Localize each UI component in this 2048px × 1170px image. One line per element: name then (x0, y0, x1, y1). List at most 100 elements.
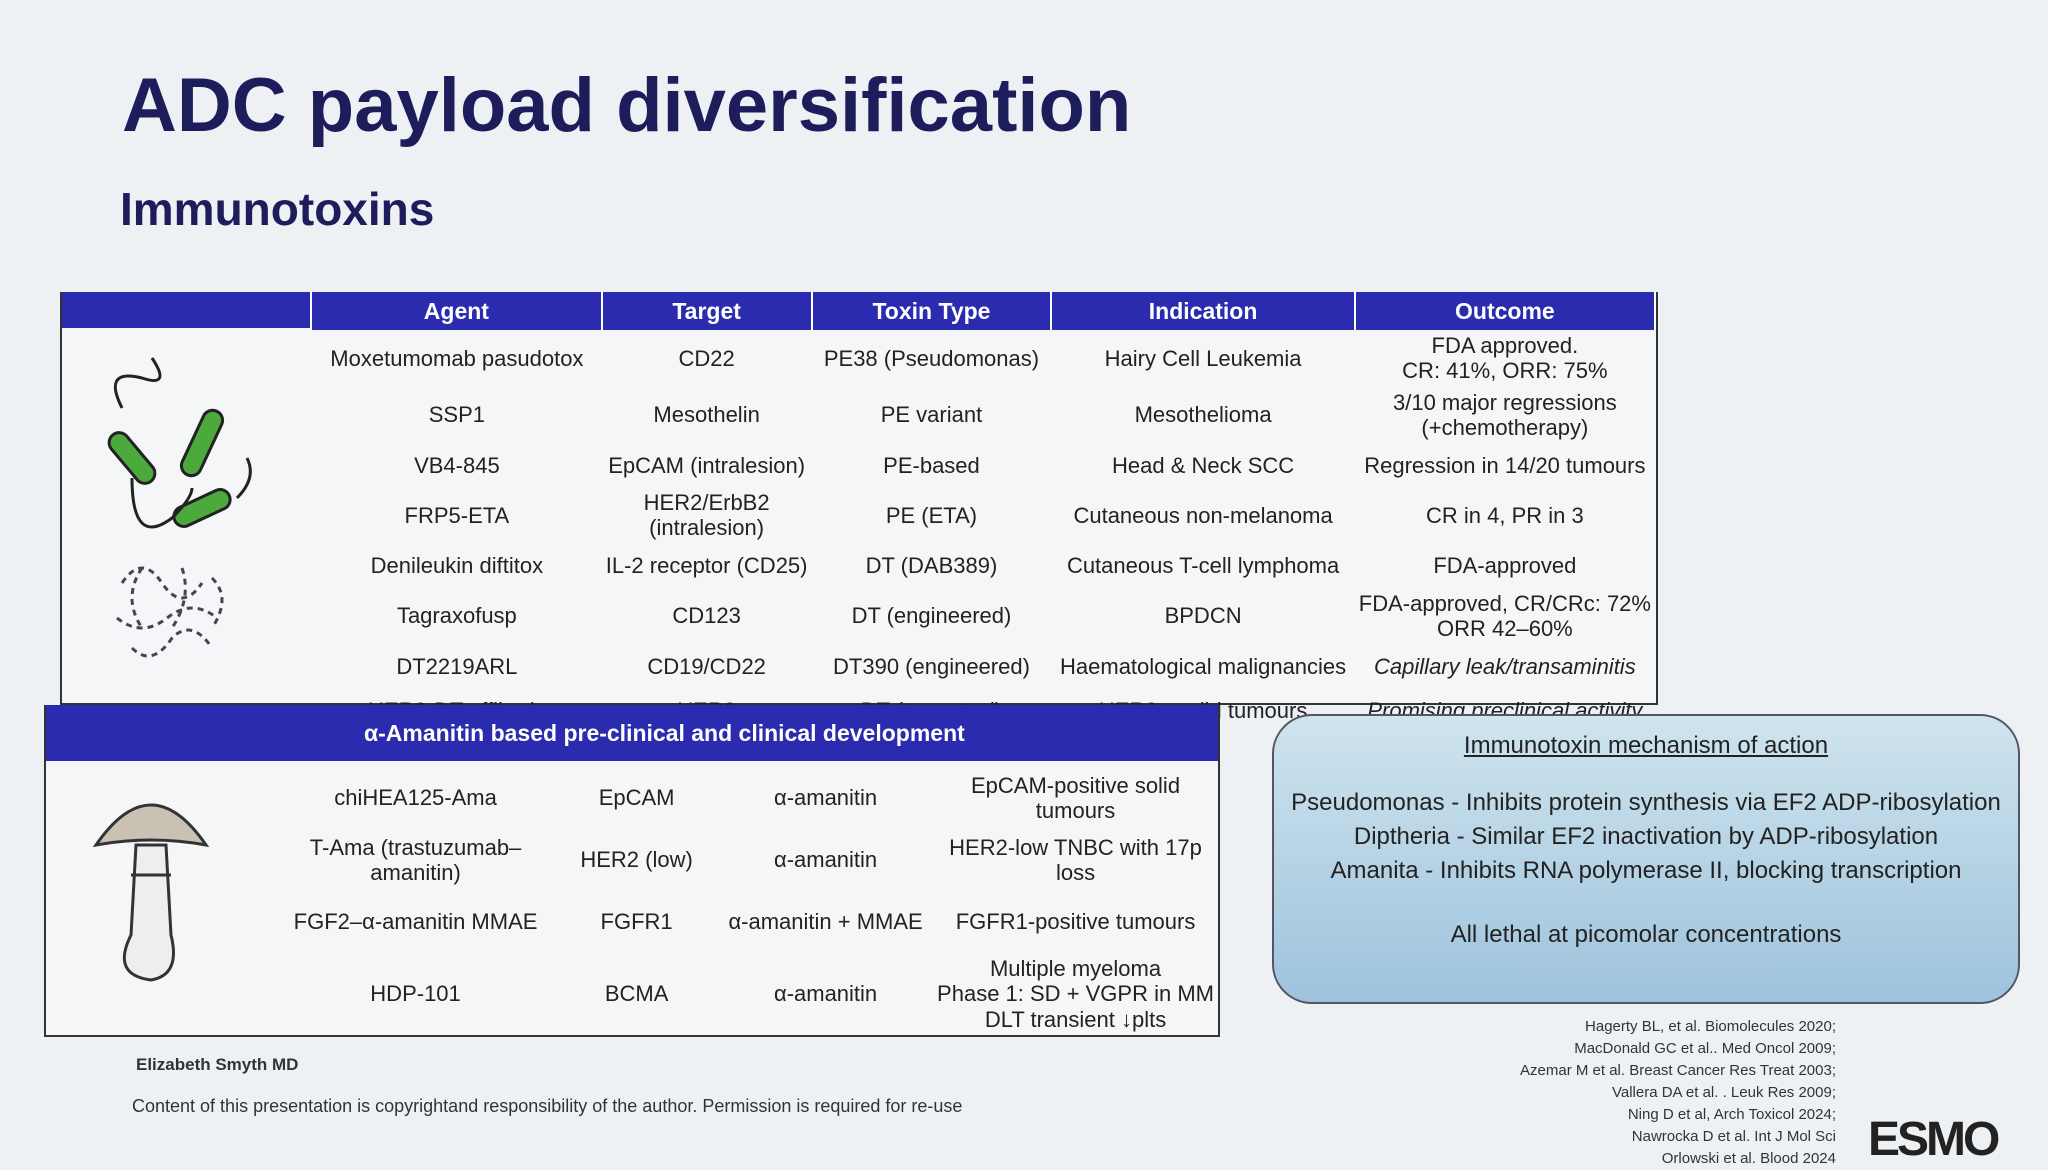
cell-text: Head & Neck SCC (1112, 452, 1295, 478)
row: Denileukin diftitox IL-2 receptor (CD25) D… (312, 544, 1655, 588)
cell: Multiple myeloma Phase 1: SD + VGPR in MM… (933, 953, 1218, 1035)
cell-text: FGFR1 (600, 909, 673, 935)
cell-line: EpCAM-positive solid (970, 772, 1181, 798)
cell-text: FGFR1-positive tumours (955, 909, 1196, 935)
cell-text: PE38 (Pseudomonas) (823, 345, 1040, 371)
cell: Cutaneous non-melanoma (1051, 487, 1354, 544)
cell: VB4-845 (312, 443, 602, 487)
row: FGF2–α-amanitin MMAE FGFR1 α-amanitin + MM… (276, 891, 1218, 953)
cell-text: FDA-approved (1433, 553, 1577, 579)
cell-text: VB4-845 (414, 452, 500, 478)
cell: Cutaneous T-cell lymphoma (1051, 544, 1354, 588)
cell: Head & Neck SCC (1051, 443, 1354, 487)
cell: IL-2 receptor (CD25) (602, 544, 812, 588)
cell: Hairy Cell Leukemia (1051, 330, 1354, 387)
reference: MacDonald GC et al.. Med Oncol 2009; (1574, 1040, 1836, 1057)
row: FRP5-ETA HER2/ErbB2 (intralesion) PE (ETA) C… (312, 487, 1655, 544)
cell: T-Ama (trastuzumab– amanitin) (276, 829, 555, 891)
cell: PE variant (812, 387, 1052, 444)
cell: CD22 (602, 330, 812, 387)
cell-line: 3/10 major regressions (1392, 389, 1617, 415)
cell: FDA-approved (1355, 544, 1655, 588)
cell-text: CD22 (678, 345, 735, 371)
cell: PE38 (Pseudomonas) (812, 330, 1052, 387)
cell: DT (engineered) (812, 588, 1052, 645)
cell-text: α-amanitin + MMAE (728, 909, 923, 935)
cell-text: Mesothelin (653, 402, 760, 428)
author: Elizabeth Smyth MD (136, 1055, 299, 1074)
cell-text: Regression in 14/20 tumours (1364, 452, 1646, 478)
cell: chiHEA125-Ama (276, 767, 555, 829)
column-header: Outcome (1354, 292, 1657, 330)
logo: ESMO (1868, 1113, 2000, 1166)
cell: FDA approved. CR: 41%, ORR: 75% (1355, 330, 1655, 387)
cell: PE (ETA) (812, 487, 1052, 544)
cell-text: CD19/CD22 (647, 653, 766, 679)
table: Agent Target Toxin Type Indication Outcome Mo… (312, 292, 1657, 732)
icon-column (62, 292, 312, 703)
cell-line: loss (1055, 860, 1096, 885)
cell: CR in 4, PR in 3 (1355, 487, 1655, 544)
note: All lethal at picomolar concentrations (1450, 921, 1842, 948)
cell: Tagraxofusp (312, 588, 602, 645)
row: HDP-101 BCMA α-amanitin Multiple myeloma Pha… (276, 953, 1218, 1035)
subtitle: Immunotoxins (120, 183, 435, 235)
cell: SSP1 (312, 387, 602, 444)
cell-text: chiHEA125-Ama (334, 785, 497, 811)
cell-text: Tagraxofusp (396, 603, 517, 629)
cell-line: FDA-approved, CR/CRc: 72% (1358, 590, 1651, 616)
row: chiHEA125-Ama EpCAM α-amanitin EpCAM-positi… (276, 767, 1218, 829)
cell-text: DT2219ARL (396, 653, 518, 679)
cell: EpCAM (intralesion) (602, 443, 812, 487)
title: ADC payload diversification (122, 63, 1132, 148)
cell: Moxetumomab pasudotox (312, 330, 602, 387)
cell-text: DT (engineered) (851, 603, 1012, 629)
cell-text: SSP1 (428, 402, 485, 428)
cell: HER2 (low) (555, 829, 718, 891)
column-header: Agent (312, 292, 603, 330)
cell-line: DLT transient ↓plts (984, 1006, 1167, 1032)
cell-line: (intralesion) (649, 515, 765, 541)
cell-text: Capillary leak/transaminitis (1374, 653, 1636, 679)
cell-line: CR: 41%, ORR: 75% (1402, 358, 1608, 384)
box-title: Immunotoxin mechanism of action (1463, 732, 1829, 759)
row: DT2219ARL CD19/CD22 DT390 (engineered) Haem… (312, 644, 1655, 688)
copyright: Content of this presentation is copyrigh… (132, 1096, 963, 1116)
bacteria-icons (107, 357, 252, 658)
reference: Vallera DA et al. . Leuk Res 2009; (1611, 1084, 1836, 1101)
cell: BCMA (555, 953, 718, 1035)
cell-text: PE-based (883, 452, 980, 478)
table-header: α-Amanitin based pre-clinical and clinic… (46, 705, 1218, 761)
row: SSP1 Mesothelin PE variant Mesothelioma 3/10… (312, 387, 1655, 444)
cell: DT2219ARL (312, 644, 602, 688)
immunotoxin-table: Agent Target Toxin Type Indication Outcome Mo… (60, 292, 1658, 723)
cell-text: DT390 (engineered) (833, 653, 1030, 679)
cell-text: α-amanitin (773, 785, 878, 811)
cell-text: α-amanitin (773, 981, 878, 1007)
cell-line: ORR 42–60% (1437, 616, 1573, 642)
cell-text: FGF2–α-amanitin MMAE (293, 909, 538, 935)
cell-text: IL-2 receptor (CD25) (605, 553, 808, 579)
cell: HDP-101 (276, 953, 555, 1035)
cell-text: BPDCN (1164, 603, 1242, 629)
reference: Ning D et al, Arch Toxicol 2024; (1627, 1106, 1836, 1123)
cell: FDA-approved, CR/CRc: 72% ORR 42–60% (1355, 588, 1655, 645)
column-header: Indication (1051, 292, 1356, 330)
column-header: Toxin Type (811, 292, 1053, 330)
row: VB4-845 EpCAM (intralesion) PE-based Head &… (312, 443, 1655, 487)
reference: Azemar M et al. Breast Cancer Res Treat … (1520, 1062, 1836, 1079)
cell-line: Multiple myeloma (989, 956, 1162, 981)
cell-text: EpCAM (intralesion) (608, 452, 806, 478)
cell: Mesothelioma (1051, 387, 1354, 444)
cell: DT390 (engineered) (812, 644, 1052, 688)
reference: Hagerty BL, et al. Biomolecules 2020; (1585, 1018, 1836, 1035)
cell: α-amanitin (718, 829, 933, 891)
header-bar (62, 292, 312, 328)
cell-text: Denileukin diftitox (370, 553, 544, 579)
cell-text: PE (ETA) (885, 502, 978, 528)
cell: HER2-low TNBC with 17p loss (933, 829, 1218, 891)
cell: Haematological malignancies (1051, 644, 1354, 688)
mushroom-icon (92, 803, 210, 982)
cell: Denileukin diftitox (312, 544, 602, 588)
